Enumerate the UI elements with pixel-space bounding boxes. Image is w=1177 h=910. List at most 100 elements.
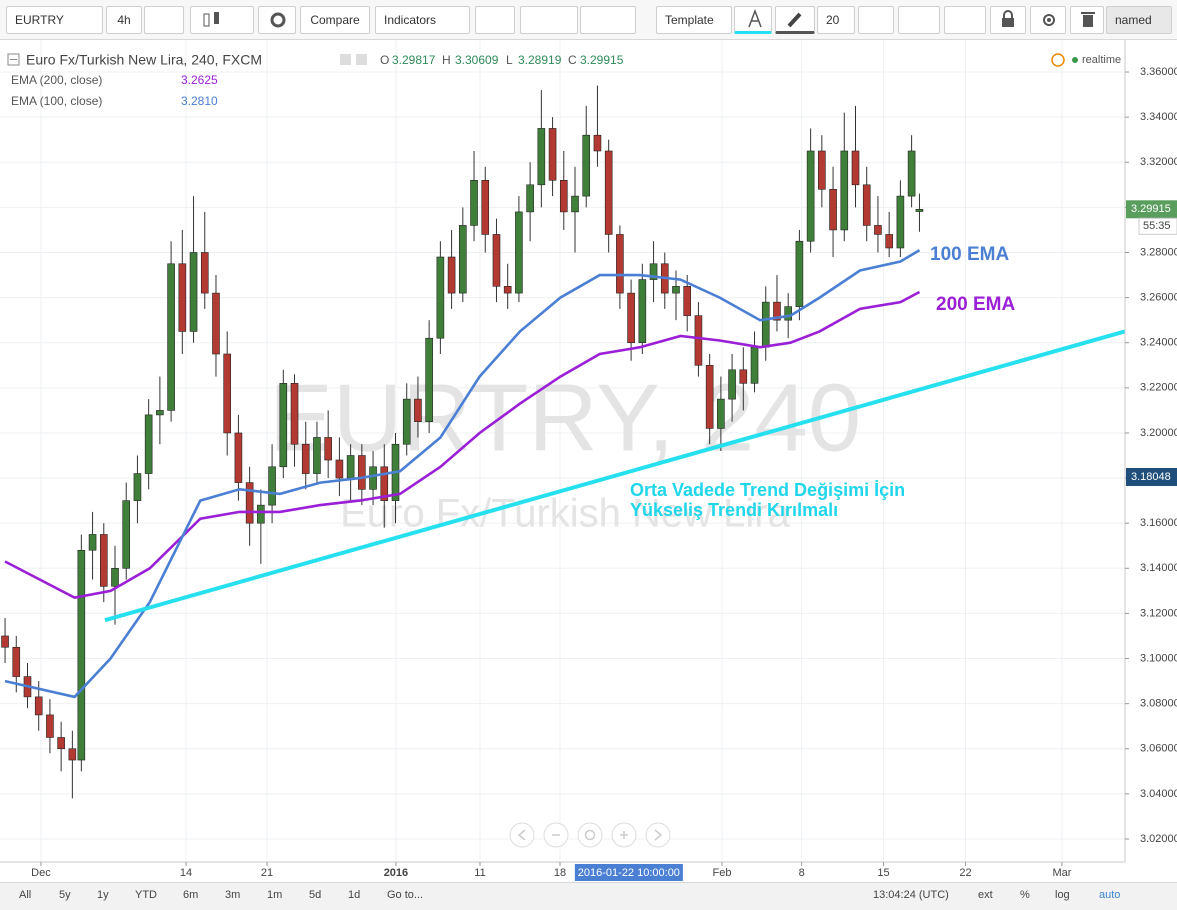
range-button[interactable]: 1y <box>97 889 109 901</box>
axis-option[interactable]: auto <box>1099 889 1121 901</box>
font-size-button[interactable]: 20 <box>817 6 855 34</box>
candle-body <box>492 234 501 287</box>
y-tick-label: 3.34000 <box>1140 111 1177 123</box>
x-tick-label: 2016 <box>384 867 408 879</box>
bottom-toolbar: All 5y 1y YTD 6m 3m 1m 5d 1d Go to... 13:04:24 (UT… <box>0 882 1177 910</box>
candle-body <box>907 150 916 197</box>
range-button[interactable]: YTD <box>135 889 157 901</box>
collapse-button[interactable] <box>7 53 20 66</box>
axis-option[interactable]: % <box>1020 889 1030 901</box>
navigation-controls <box>509 822 671 848</box>
y-tick-label: 3.16000 <box>1140 517 1177 529</box>
template-button[interactable]: Template <box>656 6 732 34</box>
candle-body <box>57 737 65 750</box>
candle-body <box>537 128 546 186</box>
candle-body <box>627 292 635 344</box>
scroll-left[interactable] <box>509 822 535 848</box>
legend-l: L <box>506 53 513 67</box>
axis-option[interactable]: log <box>1055 889 1070 901</box>
candle-body <box>616 234 624 294</box>
candle-body <box>739 369 748 384</box>
candle-body <box>234 432 243 483</box>
annotation: 200 EMA <box>936 294 1015 315</box>
scroll-right[interactable] <box>645 822 671 848</box>
axis-option[interactable]: ext <box>978 889 993 901</box>
visibility-button[interactable] <box>1030 6 1066 34</box>
send-back[interactable] <box>944 6 986 34</box>
candle-body <box>705 364 714 429</box>
realtime-label: realtime <box>1082 54 1121 66</box>
candle-body <box>200 252 209 294</box>
y-tick-label: 3.10000 <box>1140 652 1177 664</box>
interval-button[interactable]: 4h <box>106 6 142 34</box>
range-button[interactable]: 3m <box>225 889 241 901</box>
candle-body <box>156 410 164 416</box>
ideas-button[interactable] <box>520 6 578 34</box>
candle-body <box>806 150 815 242</box>
annotation: 100 EMA <box>930 244 1009 265</box>
alert-button[interactable] <box>475 6 515 34</box>
compare-button[interactable]: Compare <box>300 6 370 34</box>
candle-body <box>683 286 692 316</box>
x-tick-label: 15 <box>877 867 889 879</box>
candle-body <box>515 211 523 294</box>
candle-body <box>99 534 108 587</box>
candle-body <box>717 398 725 429</box>
drawing-settings[interactable] <box>858 6 894 34</box>
range-button[interactable]: 5d <box>309 889 322 901</box>
candle-body <box>257 504 265 524</box>
candle-body <box>133 473 142 501</box>
range-button[interactable]: 1m <box>267 889 283 901</box>
realtime-dot <box>1072 57 1078 63</box>
legend-close[interactable] <box>356 54 367 65</box>
undo-redo[interactable] <box>580 6 636 34</box>
candle-body <box>818 150 826 190</box>
legend-close-value: 3.29915 <box>580 53 624 67</box>
indicators-button[interactable]: Indicators <box>375 6 470 34</box>
candle-body <box>279 383 288 468</box>
layout-name[interactable]: named <box>1106 6 1172 34</box>
candle-body <box>915 208 924 212</box>
range-button[interactable]: 6m <box>183 889 199 901</box>
x-tick-label: 22 <box>959 867 971 879</box>
candle-body <box>672 286 680 294</box>
last-price-badge <box>1126 200 1177 219</box>
candle-body <box>346 455 355 479</box>
y-tick-label: 3.12000 <box>1140 607 1177 619</box>
x-tick-label: 18 <box>554 867 566 879</box>
range-button[interactable]: 5y <box>59 889 71 901</box>
y-tick-label: 3.08000 <box>1140 698 1177 710</box>
y-tick-label: 3.28000 <box>1140 246 1177 258</box>
text-color-button[interactable] <box>734 6 772 34</box>
nav-icons <box>517 829 663 841</box>
candle-body <box>795 240 804 307</box>
interval-dropdown[interactable] <box>144 6 184 34</box>
candle-body <box>559 180 568 213</box>
candle-body <box>447 256 456 294</box>
top-toolbar: EURTRY 4h Compare Indicators Template 20… <box>0 0 1177 40</box>
candle-body <box>862 184 871 226</box>
gear-icon <box>270 12 286 28</box>
chart-style-button[interactable] <box>190 6 254 34</box>
candle-body <box>167 263 175 411</box>
legend-settings[interactable] <box>340 54 351 65</box>
range-button[interactable]: All <box>19 889 32 901</box>
x-tick-label: Dec <box>31 867 51 879</box>
candle-body <box>874 225 882 235</box>
y-tick-label: 3.04000 <box>1140 788 1177 800</box>
candle-body <box>638 279 647 344</box>
goto-button[interactable]: Go to... <box>387 889 424 901</box>
range-button[interactable]: 1d <box>348 889 361 901</box>
candle-body <box>773 301 781 321</box>
warning-icon[interactable] <box>1051 53 1065 67</box>
settings-button[interactable] <box>258 6 296 34</box>
reset[interactable] <box>577 822 603 848</box>
candle-body <box>851 150 860 186</box>
crosshair-price-label: 3.18048 <box>1131 471 1171 483</box>
bring-front[interactable] <box>898 6 940 34</box>
x-tick-label: Mar <box>1052 867 1071 879</box>
symbol-input[interactable]: EURTRY <box>6 6 103 34</box>
candle-body <box>896 195 905 249</box>
countdown-badge <box>1138 217 1177 235</box>
candle-body <box>840 150 849 231</box>
